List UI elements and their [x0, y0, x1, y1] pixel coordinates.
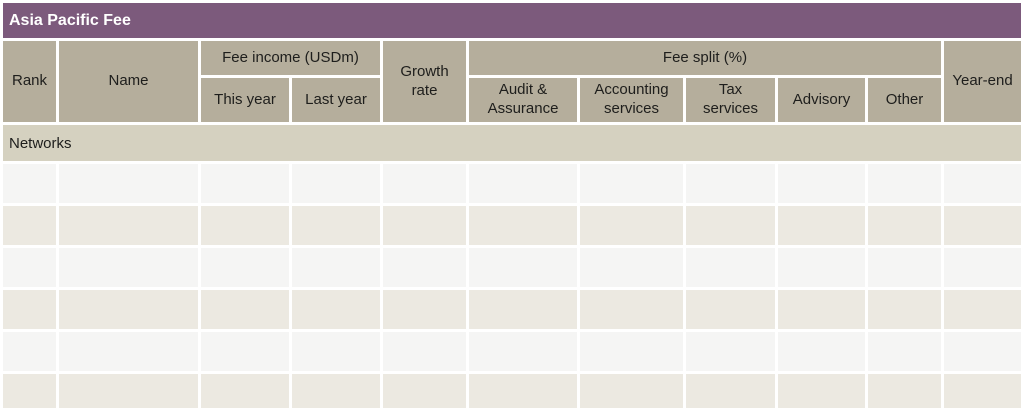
table-cell — [469, 290, 577, 329]
table-cell — [944, 206, 1022, 245]
column-group-fee-split: Fee split (%) — [469, 41, 941, 75]
table-row — [3, 206, 1022, 245]
table-cell — [944, 290, 1022, 329]
table-cell — [201, 332, 289, 371]
table-cell — [944, 248, 1022, 287]
table-row — [3, 248, 1022, 287]
column-header-advisory: Advisory — [778, 78, 865, 122]
table-cell — [201, 206, 289, 245]
table-cell — [3, 290, 56, 329]
table-cell — [292, 248, 380, 287]
header-group-row: Rank Name Fee income (USDm) Growth rate … — [3, 41, 1022, 122]
column-header-last-year: Last year — [292, 78, 380, 122]
table-cell — [201, 290, 289, 329]
table-cell — [201, 164, 289, 203]
page-title: Asia Pacific Fee — [3, 3, 1022, 38]
column-header-growth-rate: Growth rate — [383, 41, 466, 122]
table-cell — [868, 374, 941, 408]
column-header-this-year: This year — [201, 78, 289, 122]
table-cell — [201, 374, 289, 408]
table-cell — [778, 248, 865, 287]
table-cell — [944, 332, 1022, 371]
column-header-other: Other — [868, 78, 941, 122]
column-header-audit-assurance: Audit & Assurance — [469, 78, 577, 122]
title-bar: Asia Pacific Fee — [3, 3, 1022, 38]
table-cell — [3, 332, 56, 371]
table-cell — [868, 332, 941, 371]
table-cell — [59, 248, 198, 287]
table-cell — [686, 332, 775, 371]
table-cell — [59, 290, 198, 329]
table-row — [3, 164, 1022, 203]
table-cell — [778, 332, 865, 371]
table-cell — [383, 332, 466, 371]
table-cell — [469, 374, 577, 408]
table-cell — [469, 332, 577, 371]
table-cell — [778, 374, 865, 408]
table-cell — [469, 248, 577, 287]
table-cell — [580, 332, 683, 371]
table-cell — [383, 206, 466, 245]
table-cell — [3, 248, 56, 287]
table-cell — [944, 374, 1022, 408]
table-cell — [59, 374, 198, 408]
table-cell — [383, 290, 466, 329]
table-cell — [3, 206, 56, 245]
table-cell — [383, 164, 466, 203]
table-cell — [59, 164, 198, 203]
table-cell — [3, 164, 56, 203]
table-cell — [469, 206, 577, 245]
table-cell — [383, 374, 466, 408]
table-cell — [292, 374, 380, 408]
header-sub-row: This year Last year Audit & Assurance Ac… — [3, 78, 1021, 122]
table-cell — [292, 164, 380, 203]
table-cell — [292, 332, 380, 371]
section-row-networks: Networks — [3, 125, 1022, 161]
column-header-name: Name — [59, 41, 198, 122]
table-cell — [201, 248, 289, 287]
table-cell — [59, 332, 198, 371]
table-cell — [292, 290, 380, 329]
column-header-year-end: Year-end — [944, 41, 1022, 122]
table-cell — [469, 164, 577, 203]
table-cell — [778, 206, 865, 245]
column-header-rank: Rank — [3, 41, 56, 122]
table-cell — [3, 374, 56, 408]
table-cell — [778, 164, 865, 203]
table-cell — [686, 374, 775, 408]
table-cell — [686, 206, 775, 245]
table-cell — [778, 290, 865, 329]
table-cell — [580, 374, 683, 408]
table-cell — [580, 290, 683, 329]
table-cell — [292, 206, 380, 245]
table-cell — [944, 164, 1022, 203]
table-cell — [686, 248, 775, 287]
table-cell — [580, 206, 683, 245]
section-label: Networks — [3, 125, 1022, 161]
table-cell — [868, 248, 941, 287]
table-cell — [686, 164, 775, 203]
table-cell — [686, 290, 775, 329]
column-group-fee-income: Fee income (USDm) — [201, 41, 380, 75]
table-cell — [580, 164, 683, 203]
table-row — [3, 290, 1022, 329]
column-header-accounting-services: Accounting services — [580, 78, 683, 122]
table-row — [3, 332, 1022, 371]
table-cell — [868, 164, 941, 203]
table-row — [3, 374, 1022, 408]
table-cell — [868, 206, 941, 245]
table-cell — [580, 248, 683, 287]
column-header-tax-services: Tax services — [686, 78, 775, 122]
table-cell — [59, 206, 198, 245]
table-cell — [383, 248, 466, 287]
table-cell — [868, 290, 941, 329]
